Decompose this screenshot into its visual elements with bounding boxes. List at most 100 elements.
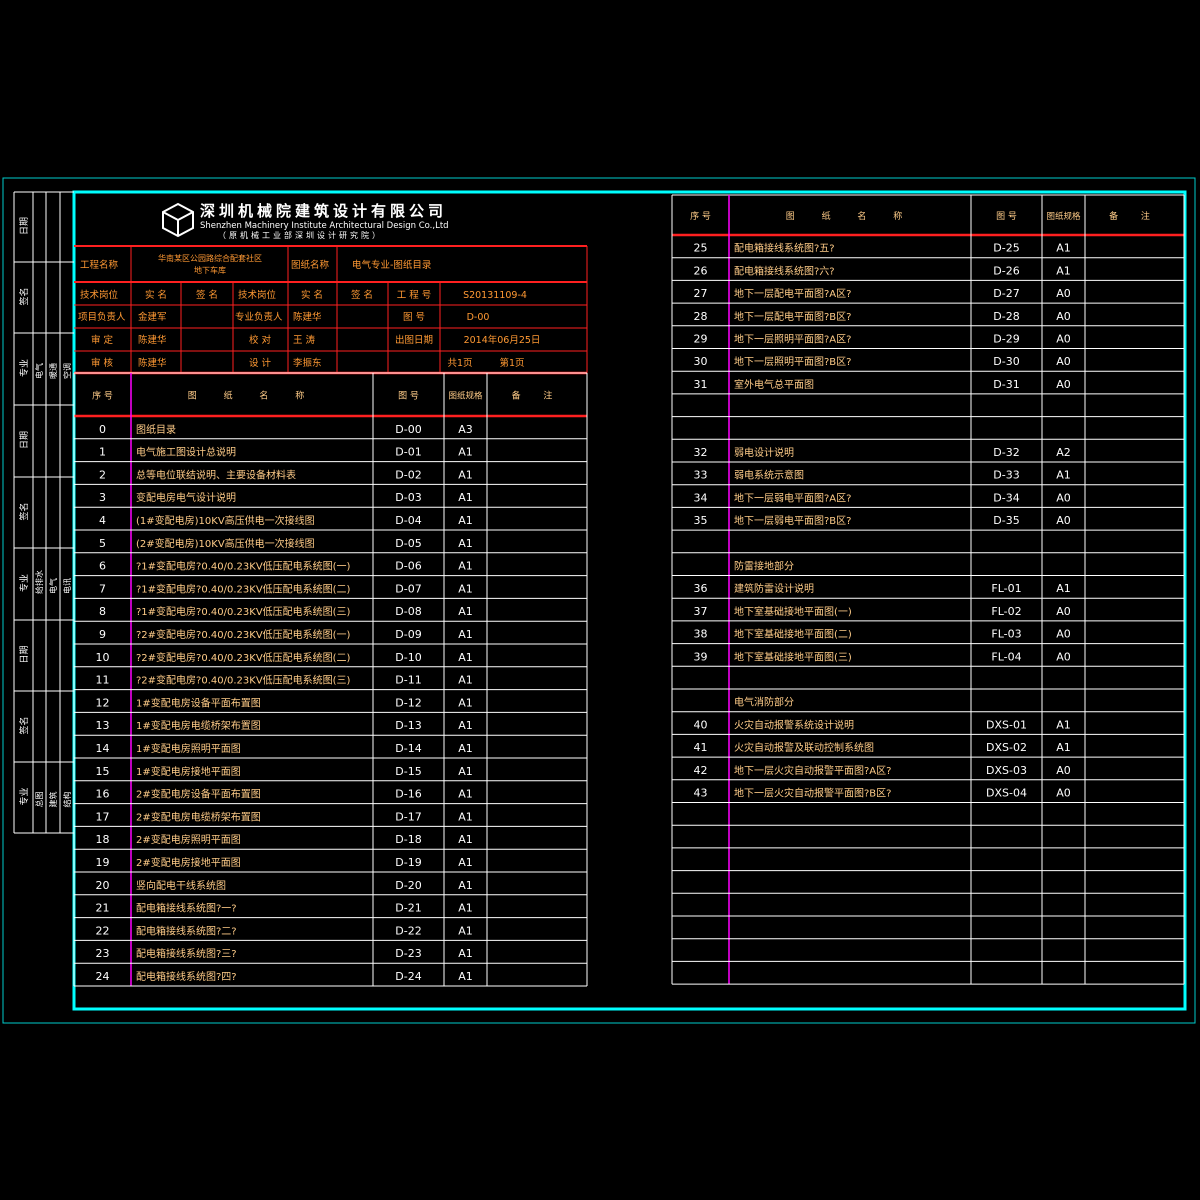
row-size: A0 (1056, 514, 1071, 527)
row-name: 1#变配电房照明平面图 (136, 742, 241, 755)
row-name: 图纸目录 (136, 423, 176, 436)
row-name: 地下一层弱电平面图?B区? (734, 514, 851, 527)
row-code: D-31 (993, 378, 1019, 391)
company-name-en: Shenzhen Machinery Institute Architectur… (200, 221, 449, 231)
row-no: 16 (96, 788, 110, 801)
row-size: A1 (1056, 582, 1071, 595)
row-name: 建筑防雷设计说明 (734, 582, 814, 595)
row-name: ?1#变配电房?0.40/0.23KV低压配电系统图(三) (136, 605, 351, 618)
drawing-list-left: 序 号 图 纸 名 称 图 号 图纸规格 备 注 0 图纸目录 D-00 A3 1 电气施工图设计总… (73, 372, 588, 987)
row-no: 26 (694, 264, 708, 277)
header-no: 序 号 (92, 390, 113, 402)
row-size: A1 (1056, 469, 1071, 482)
row-code: FL-01 (991, 582, 1021, 595)
info-value: 李振东 (293, 357, 322, 369)
row-name: 地下一层火灾自动报警平面图?A区? (734, 764, 891, 777)
info-value: 电气专业-图纸目录 (352, 259, 432, 271)
row-size: A0 (1056, 628, 1071, 641)
info-label: 技术岗位 (80, 289, 119, 301)
strip-label: 专业 (18, 787, 30, 805)
row-code: D-22 (395, 924, 421, 937)
row-size: A2 (1056, 446, 1071, 459)
row-size: A0 (1056, 650, 1071, 663)
row-size: A1 (458, 833, 473, 846)
row-code: D-00 (395, 423, 421, 436)
row-size: A1 (458, 514, 473, 527)
row-size: A1 (458, 560, 473, 573)
row-no: 11 (96, 674, 110, 687)
header-code: 图 号 (398, 391, 419, 402)
row-name: 火灾自动报警系统设计说明 (734, 718, 854, 731)
row-code: D-20 (395, 879, 421, 892)
info-value: D-00 (467, 312, 490, 323)
strip-sublabel: 空调 (62, 363, 72, 379)
row-code: D-18 (395, 833, 421, 846)
row-name: 室外电气总平面图 (734, 378, 814, 391)
outer-frame (2, 177, 1196, 1024)
row-no: 31 (694, 378, 708, 391)
row-code: D-32 (993, 446, 1019, 459)
row-code: D-12 (395, 696, 421, 709)
row-size: A1 (458, 742, 473, 755)
row-size: A1 (1056, 242, 1071, 255)
info-label: 实 名 (145, 289, 167, 301)
row-code: D-26 (993, 264, 1019, 277)
row-size: A1 (458, 446, 473, 459)
row-name: 电气施工图设计总说明 (136, 446, 236, 459)
row-no: 19 (96, 856, 110, 869)
row-code: D-10 (395, 651, 421, 664)
row-name: 2#变配电房设备平面布置图 (136, 788, 261, 801)
row-code: D-06 (395, 560, 421, 573)
info-value: 陈建华 (138, 357, 167, 369)
row-name: 配电箱接线系统图?三? (136, 947, 237, 960)
row-code: D-13 (395, 719, 421, 732)
row-no: 33 (694, 469, 708, 482)
row-size: A0 (1056, 605, 1071, 618)
header-code: 图 号 (996, 211, 1017, 222)
row-no: 5 (99, 537, 106, 550)
row-no: 10 (96, 651, 110, 664)
row-name: 电气消防部分 (734, 696, 794, 709)
info-label: 审 核 (91, 357, 114, 369)
row-no: 32 (694, 446, 708, 459)
header-size: 图纸规格 (1046, 211, 1081, 222)
row-name: (2#变配电房)10KV高压供电一次接线图 (136, 537, 315, 550)
row-size: A1 (458, 674, 473, 687)
row-no: 2 (99, 468, 106, 481)
row-size: A1 (458, 491, 473, 504)
row-code: D-29 (993, 333, 1019, 346)
row-no: 0 (99, 423, 106, 436)
row-name: ?1#变配电房?0.40/0.23KV低压配电系统图(一) (136, 560, 351, 573)
row-size: A0 (1056, 491, 1071, 504)
row-no: 28 (694, 310, 708, 323)
row-code: DXS-02 (986, 741, 1027, 754)
row-code: D-04 (395, 514, 421, 527)
row-name: 总等电位联结说明、主要设备材料表 (136, 468, 296, 481)
row-code: D-14 (395, 742, 421, 755)
strip-label: 日期 (19, 217, 30, 235)
row-size: A1 (458, 605, 473, 618)
row-no: 7 (99, 582, 106, 595)
row-code: DXS-04 (986, 787, 1027, 800)
row-name: 地下一层配电平面图?B区? (734, 310, 851, 323)
info-label: 专业负责人 (235, 311, 283, 323)
row-size: A0 (1056, 787, 1071, 800)
row-no: 13 (96, 719, 110, 732)
row-size: A1 (458, 970, 473, 983)
row-size: A1 (458, 902, 473, 915)
row-name: (1#变配电房)10KV高压供电一次接线图 (136, 514, 315, 527)
info-label: 出图日期 (395, 334, 433, 346)
row-name: 弱电设计说明 (734, 446, 794, 459)
row-name: 防雷接地部分 (734, 560, 794, 573)
company-header: 深圳机械院建筑设计有限公司 Shenzhen Machinery Institu… (162, 202, 449, 240)
row-name: 配电箱接线系统图?一? (136, 902, 237, 915)
row-size: A1 (458, 719, 473, 732)
info-label: 图纸名称 (291, 259, 330, 271)
strip-label: 专业 (18, 574, 30, 592)
row-no: 39 (694, 650, 708, 663)
info-value: 华南某区公园路综合配套社区 (158, 253, 262, 263)
row-size: A1 (458, 947, 473, 960)
row-name: 2#变配电房接地平面图 (136, 856, 241, 869)
info-label: 技术岗位 (238, 289, 277, 301)
